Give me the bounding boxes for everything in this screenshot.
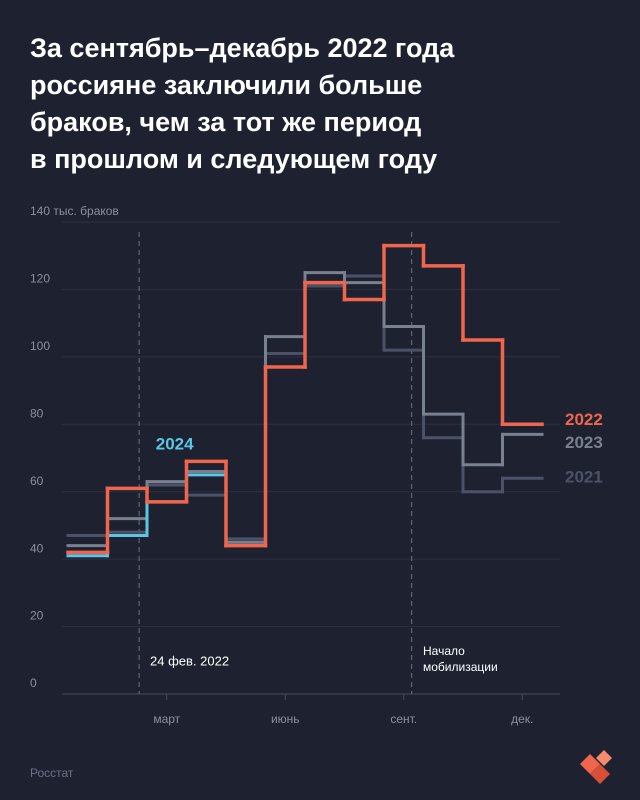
y-tick-label: 100 bbox=[30, 339, 50, 353]
legend-label: 2023 bbox=[565, 433, 603, 452]
chart-title: браков, чем за тот же период bbox=[30, 107, 421, 137]
y-tick-label: 60 bbox=[30, 474, 44, 488]
x-tick-label: июнь bbox=[271, 712, 300, 726]
y-tick-label: 120 bbox=[30, 272, 50, 286]
y-tick-label: 0 bbox=[30, 676, 37, 690]
y-tick-label: 40 bbox=[30, 541, 44, 555]
legend-label: 2021 bbox=[565, 468, 603, 487]
chart-title: в прошлом и следующем году bbox=[30, 144, 437, 174]
y-tick-label: 80 bbox=[30, 406, 44, 420]
annotation: Начало bbox=[423, 644, 465, 658]
legend-label: 2022 bbox=[565, 410, 603, 429]
chart-title: За сентябрь–декабрь 2022 года bbox=[30, 33, 455, 63]
x-tick-label: дек. bbox=[511, 712, 533, 726]
annotation: мобилизации bbox=[423, 660, 498, 674]
y-tick-label: 20 bbox=[30, 609, 44, 623]
chart-title: россияне заключили больше bbox=[30, 70, 422, 100]
legend-label: 2024 bbox=[156, 434, 194, 453]
annotation: 24 фев. 2022 bbox=[150, 653, 229, 668]
source: Росстат bbox=[30, 766, 74, 780]
x-tick-label: сент. bbox=[390, 712, 417, 726]
x-tick-label: март bbox=[153, 712, 180, 726]
y-tick-label: 140 тыс. браков bbox=[30, 204, 119, 218]
logo bbox=[580, 750, 612, 784]
